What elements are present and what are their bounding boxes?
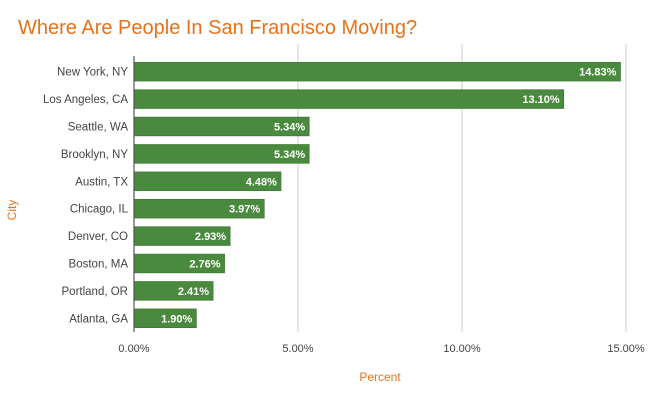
bar-value-label: 3.97% (229, 204, 260, 216)
x-tick-label: 15.00% (607, 343, 645, 355)
bar (133, 61, 621, 82)
bar-value-label: 13.10% (522, 94, 560, 106)
y-tick-label: Denver, CO (68, 231, 128, 243)
gridlines (297, 44, 627, 332)
x-tick-label: 5.00% (282, 343, 313, 355)
bar-value-label: 1.90% (161, 313, 192, 325)
bar-value-label: 2.41% (178, 286, 209, 298)
y-tick-label: Atlanta, GA (69, 313, 128, 325)
y-tick-label: New York, NY (57, 67, 128, 79)
y-tick-label: Portland, OR (62, 286, 128, 298)
bar-value-label: 2.76% (189, 259, 220, 271)
chart-title: Where Are People In San Francisco Moving… (18, 17, 418, 39)
y-tick-label: Brooklyn, NY (61, 149, 128, 161)
bar-value-label: 14.83% (579, 67, 617, 79)
bar-value-label: 2.93% (195, 231, 226, 243)
axes: 0.00% 5.00% 10.00% 15.00% New York, NY Los An… (43, 56, 645, 355)
y-tick-label: Austin, TX (75, 176, 128, 188)
y-tick-label: Chicago, IL (70, 204, 129, 216)
bar-value-label: 5.34% (274, 149, 305, 161)
bar-value-label: 5.34% (274, 122, 305, 134)
y-tick-label: Los Angeles, CA (43, 94, 128, 106)
bars: 14.83% 13.10% 5.34% 5.34% 4.48% 3.97% 2.93% 2.7… (133, 61, 621, 329)
x-axis-title: Percent (359, 370, 401, 384)
x-tick-label: 10.00% (443, 343, 481, 355)
bar-value-label: 4.48% (246, 176, 277, 188)
y-tick-label: Boston, MA (69, 259, 129, 271)
y-tick-label: Seattle, WA (68, 122, 129, 134)
bar (133, 89, 565, 109)
x-tick-label: 0.00% (118, 343, 149, 355)
